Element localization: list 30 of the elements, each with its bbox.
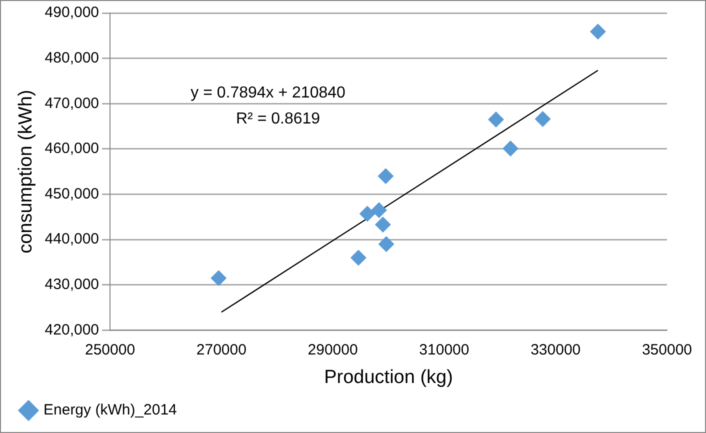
y-tick-label: 450,000 bbox=[44, 185, 100, 202]
x-axis-title: Production (kg) bbox=[324, 366, 453, 388]
point bbox=[350, 250, 366, 266]
y-tick-label: 480,000 bbox=[44, 49, 100, 66]
point bbox=[378, 168, 394, 184]
point bbox=[374, 216, 391, 233]
point bbox=[488, 111, 504, 128]
legend-label: Energy (kWh)_2014 bbox=[44, 402, 177, 419]
point bbox=[359, 206, 376, 222]
y-tick-label: 440,000 bbox=[44, 230, 100, 248]
x-tick-label: 250000 bbox=[84, 341, 136, 358]
y-tick-label: 420,000 bbox=[44, 321, 100, 338]
point bbox=[534, 111, 551, 128]
point bbox=[371, 202, 388, 218]
x-tick-label: 310000 bbox=[419, 341, 470, 358]
annotation: R² = 0.8619 bbox=[236, 110, 320, 128]
x-tick-label: 350000 bbox=[642, 341, 692, 358]
point bbox=[502, 140, 518, 156]
y-tick-label: 470,000 bbox=[44, 94, 100, 112]
y-axis-title: consumption (kWh) bbox=[16, 90, 37, 254]
annotation: y = 0.7894x + 210840 bbox=[190, 84, 346, 102]
point bbox=[210, 270, 227, 286]
x-tick-label: 270000 bbox=[196, 341, 246, 358]
x-tick-label: 330000 bbox=[530, 341, 581, 358]
y-tick-label: 490,000 bbox=[44, 4, 100, 22]
y-tick-label: 430,000 bbox=[44, 276, 100, 294]
point bbox=[590, 24, 606, 40]
x-tick-label: 290000 bbox=[308, 341, 358, 358]
y-tick-label: 460,000 bbox=[44, 140, 100, 158]
point bbox=[378, 236, 394, 252]
